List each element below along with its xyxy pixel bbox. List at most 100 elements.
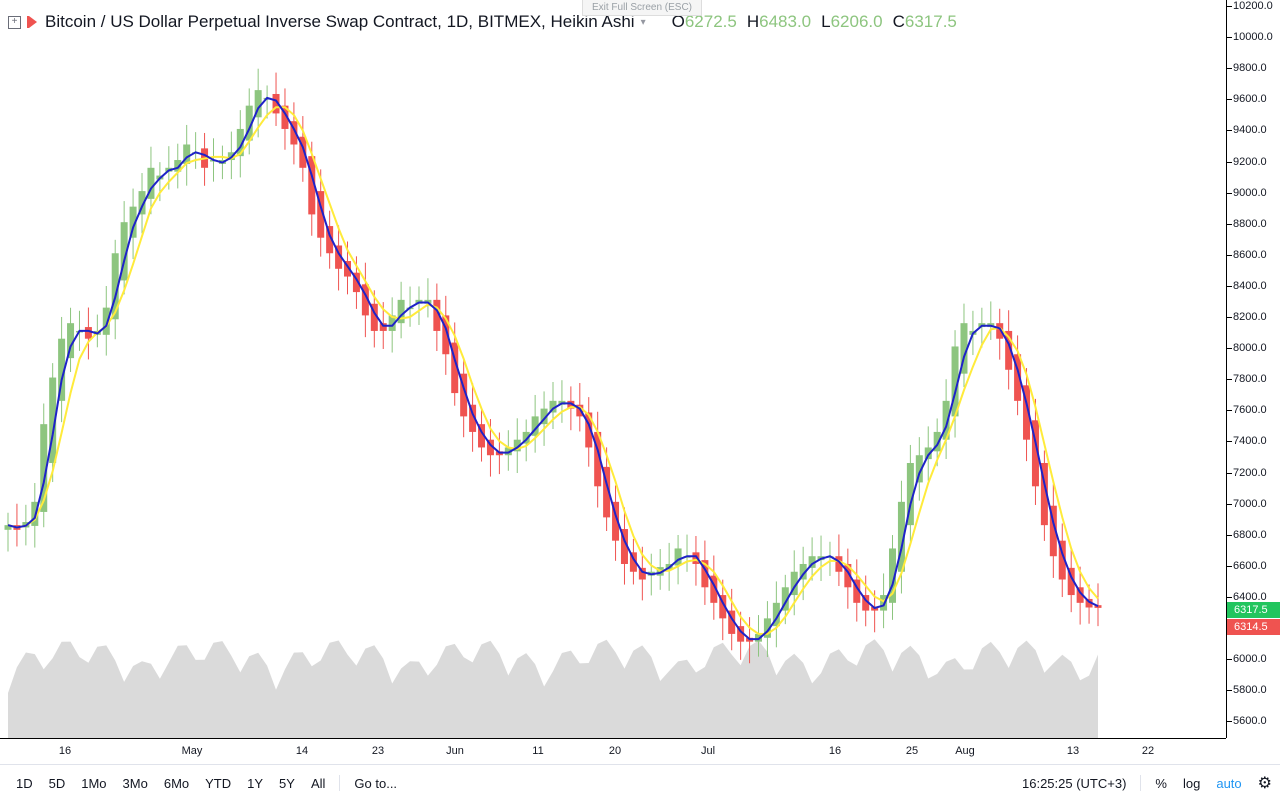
candle-body: [585, 412, 593, 448]
candle-body: [549, 400, 557, 413]
price-axis[interactable]: 10200.0 10000.0 9800.0 9600.0 9400.0 9200.0 90…: [1226, 0, 1280, 738]
range-button-1d[interactable]: 1D: [16, 775, 33, 791]
candle-body: [299, 136, 307, 168]
price-tick-label: 6000.0: [1233, 653, 1267, 666]
low-value: 6206.0: [830, 12, 883, 31]
candle-body: [335, 245, 343, 269]
price-tick: [1227, 254, 1232, 256]
time-tick-label: 16: [828, 745, 842, 757]
time-tick-label: 13: [1066, 745, 1080, 757]
price-tick: [1227, 379, 1232, 381]
price-tick-label: 9600.0: [1233, 93, 1267, 106]
high-value: 6483.0: [759, 12, 812, 31]
candle-body: [522, 431, 530, 444]
candle-body: [1085, 598, 1093, 608]
price-tick-label: 5600.0: [1233, 715, 1267, 728]
price-tick-label: 9000.0: [1233, 186, 1267, 199]
symbol-legend: + Bitcoin / US Dollar Perpetual Inverse …: [8, 12, 957, 32]
price-tick: [1227, 161, 1232, 163]
candle-body: [469, 404, 477, 432]
candle-body: [996, 323, 1004, 339]
price-tick: [1227, 317, 1232, 318]
price-tick: [1227, 348, 1232, 350]
price-tick: [1227, 223, 1232, 225]
candle-body: [531, 416, 539, 436]
candle-body: [451, 342, 459, 394]
candle-body: [737, 626, 745, 642]
price-tick-label: 6400.0: [1233, 590, 1267, 603]
candle-body: [933, 431, 941, 452]
range-button-5y[interactable]: 5Y: [279, 775, 295, 791]
open-label: O: [671, 12, 685, 31]
candle-body: [281, 105, 289, 129]
price-tick: [1227, 130, 1232, 132]
candle-body: [174, 160, 182, 172]
candle-body: [808, 556, 816, 568]
price-tick-label: 7200.0: [1233, 466, 1267, 479]
goto-button[interactable]: Go to...: [354, 775, 398, 791]
candle-body: [772, 602, 780, 627]
time-axis[interactable]: 16 May 14 23 Jun 11 20 Jul 16 25 Aug 13 22: [0, 738, 1226, 765]
chevron-down-icon[interactable]: ▾: [640, 16, 646, 28]
candle-body: [460, 373, 468, 417]
close-label: C: [892, 12, 905, 31]
time-tick-label: 11: [532, 745, 544, 757]
time-tick-label: 16: [58, 745, 72, 757]
candle-body: [763, 618, 771, 638]
price-tick: [1227, 410, 1232, 412]
price-tick-label: 5800.0: [1233, 684, 1267, 697]
low-label: L: [821, 12, 831, 31]
log-toggle[interactable]: log: [1182, 775, 1201, 791]
price-tick-label: 8800.0: [1233, 217, 1267, 230]
candle-body: [290, 121, 298, 145]
price-tick-label: 10000.0: [1233, 31, 1273, 44]
flag-icon[interactable]: [27, 16, 37, 28]
candle-body: [889, 548, 897, 603]
price-tick-label: 7000.0: [1233, 497, 1267, 510]
range-button-1mo[interactable]: 1Mo: [81, 775, 107, 791]
time-tick-label: 20: [608, 745, 622, 757]
auto-toggle[interactable]: auto: [1216, 775, 1242, 791]
range-button-ytd[interactable]: YTD: [205, 775, 232, 791]
expand-legend-icon[interactable]: +: [8, 15, 21, 29]
candle-body: [352, 272, 360, 293]
chart-pane[interactable]: + Bitcoin / US Dollar Perpetual Inverse …: [0, 0, 1226, 738]
range-button-3mo[interactable]: 3Mo: [122, 775, 148, 791]
price-tick: [1227, 690, 1232, 692]
candle-body: [317, 191, 325, 238]
price-tick-label: 6600.0: [1233, 559, 1267, 572]
range-button-5d[interactable]: 5D: [48, 775, 66, 791]
time-tick-label: May: [181, 745, 203, 757]
price-tick: [1227, 596, 1232, 598]
volume-area: [8, 639, 1098, 738]
candle-body: [1067, 567, 1075, 596]
candle-body: [236, 128, 244, 157]
candle-body: [245, 105, 253, 141]
candle-body: [1023, 385, 1031, 440]
candle-body: [540, 408, 548, 425]
gear-icon[interactable]: ⚙: [1257, 775, 1272, 792]
candle-body: [880, 595, 888, 611]
candle-body: [790, 571, 798, 596]
range-button-1y[interactable]: 1Y: [247, 775, 264, 791]
candle-body: [603, 466, 611, 518]
candle-body: [924, 447, 932, 460]
candle-body: [138, 191, 146, 215]
candle-body: [1058, 540, 1066, 580]
percent-toggle[interactable]: %: [1155, 775, 1167, 791]
candle-body: [1014, 354, 1022, 401]
price-chart[interactable]: [0, 0, 1226, 738]
candle-body: [1005, 330, 1013, 370]
price-tick-label: 10200.0: [1233, 0, 1273, 12]
candle-body: [1031, 420, 1039, 487]
candle-body: [612, 501, 620, 541]
range-button-all[interactable]: All: [310, 775, 326, 791]
price-tick: [1227, 285, 1232, 287]
bottom-toolbar: 1D 5D 1Mo 3Mo 6Mo YTD 1Y 5Y All Go to... 16:25:2…: [0, 764, 1280, 801]
clock-readout[interactable]: 16:25:25 (UTC+3): [1022, 775, 1127, 791]
candle-body: [379, 323, 387, 331]
exit-fullscreen-hint[interactable]: Exit Full Screen (ESC): [582, 0, 702, 16]
price-tick: [1227, 721, 1232, 723]
range-button-6mo[interactable]: 6Mo: [163, 775, 190, 791]
candle-body: [67, 323, 75, 359]
